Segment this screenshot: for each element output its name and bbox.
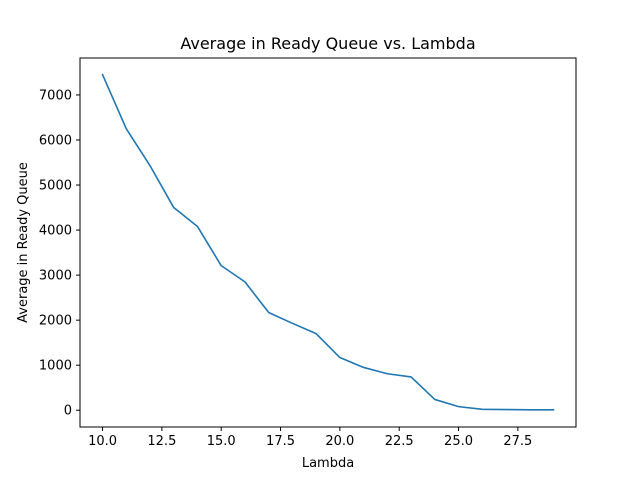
x-tick-label: 17.5	[266, 434, 295, 449]
x-tick-label: 20.0	[325, 434, 354, 449]
x-tick-label: 25.0	[444, 434, 473, 449]
x-axis: 10.0 12.5 15.0 17.5 20.0 22.5 25.0 27.5	[88, 427, 532, 449]
plot-area	[101, 73, 555, 411]
x-tick-label: 12.5	[147, 434, 176, 449]
y-tick-label: 2000	[39, 314, 72, 329]
y-tick-label: 6000	[39, 133, 72, 148]
chart-title: Average in Ready Queue vs. Lambda	[180, 34, 475, 53]
y-tick-label: 4000	[39, 224, 72, 239]
y-tick-label: 3000	[39, 269, 72, 284]
y-tick-label: 5000	[39, 179, 72, 194]
x-axis-label: Lambda	[302, 456, 354, 471]
x-tick-label: 22.5	[385, 434, 414, 449]
y-tick-label: 7000	[39, 88, 72, 103]
x-tick-label: 27.5	[503, 434, 532, 449]
series-line-0	[101, 73, 555, 411]
x-tick-label: 10.0	[88, 434, 117, 449]
y-axis: 0 1000 2000 3000 4000 5000 6000 7000	[39, 88, 80, 419]
y-tick-label: 1000	[39, 359, 72, 374]
y-tick-label: 0	[64, 404, 72, 419]
x-tick-label: 15.0	[207, 434, 236, 449]
y-axis-label: Average in Ready Queue	[16, 162, 31, 323]
axes-frame	[79, 57, 577, 428]
